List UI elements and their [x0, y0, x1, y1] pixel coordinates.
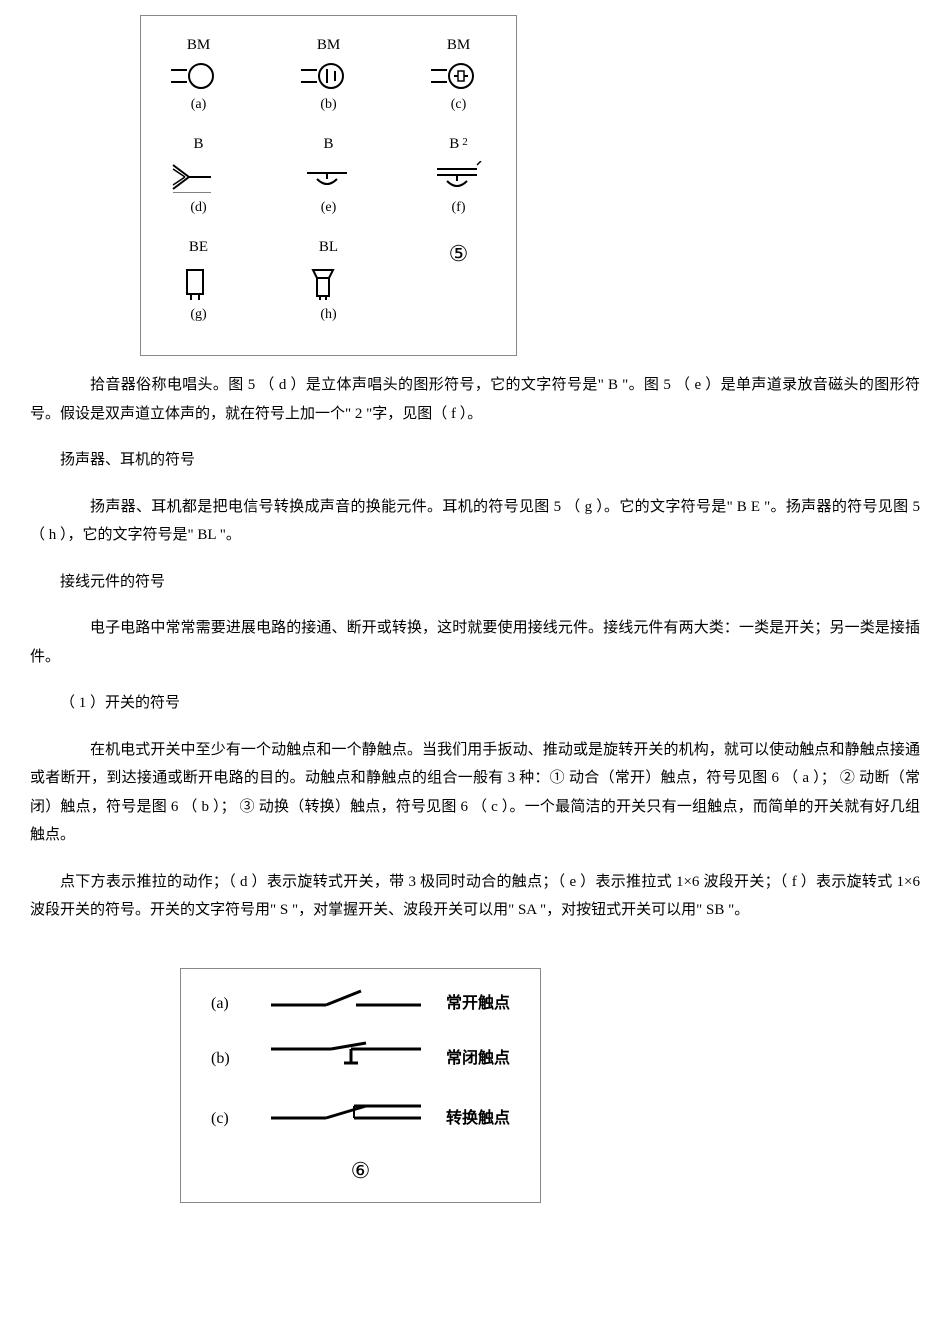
figure-6-number-wrap: ⑥ [211, 1150, 510, 1192]
co-contact-icon [266, 1098, 426, 1130]
symbol-label: (f) [452, 195, 466, 222]
contact-row-c: (c) 转换触点 [211, 1098, 510, 1141]
pickup-symbol-d-icon [169, 161, 229, 193]
figure-6-number: ⑥ [351, 1158, 371, 1183]
contact-label: (b) [211, 1044, 246, 1074]
section-speaker-earphone: 扬声器、耳机的符号 [30, 446, 920, 475]
contact-label-right: 常闭触点 [446, 1044, 510, 1074]
paragraph-wiring: 电子电路中常常需要进展电路的接通、断开或转换，这时就要使用接线元件。接线元件有两… [30, 614, 920, 671]
paragraph-speaker: 扬声器、耳机都是把电信号转换成声音的换能元件。耳机的符号见图 5 （ g ）。它… [30, 493, 920, 550]
symbol-b-e: B (e) [291, 130, 366, 221]
contact-label-right: 常开触点 [446, 989, 510, 1019]
nc-contact-icon [266, 1039, 426, 1069]
symbol-label: (g) [190, 302, 206, 329]
figure-6-container: (a) 常开触点 (b) 常闭触点 (c) [180, 968, 541, 1203]
symbol-bm-c: BM (c) [421, 31, 496, 118]
symbol-label: BE [189, 233, 208, 262]
contact-row-b: (b) 常闭触点 [211, 1039, 510, 1080]
symbol-label: B [449, 130, 459, 159]
paragraph-switch-1: 在机电式开关中至少有一个动触点和一个静触点。当我们用手扳动、推动或是旋转开关的机… [30, 736, 920, 850]
symbol-label: (e) [321, 195, 337, 222]
microphone-symbol-c-icon [429, 62, 489, 90]
symbol-label: B [323, 130, 333, 159]
symbol-bl-h: BL (h) [291, 233, 366, 328]
symbol-b-d: B (d) [161, 130, 236, 221]
section-wiring: 接线元件的符号 [30, 568, 920, 597]
figure-5-row-1: BM (a) BM (b) BM [161, 31, 496, 118]
contact-label: (a) [211, 989, 246, 1019]
no-contact-icon [266, 987, 426, 1011]
symbol-bm-b: BM (b) [291, 31, 366, 118]
symbol-label: BM [187, 31, 210, 60]
contact-row-a: (a) 常开触点 [211, 987, 510, 1022]
paragraph-switch-2: 点下方表示推拉的动作；（ d ）表示旋转式开关，带 3 极同时动合的触点；（ e… [30, 868, 920, 925]
symbol-label: BM [317, 31, 340, 60]
symbol-label: (d) [190, 195, 206, 222]
symbol-label: (c) [451, 92, 467, 119]
symbol-bm-a: BM (a) [161, 31, 236, 118]
symbol-label-extra: 2 [462, 132, 468, 153]
figure-5-container: BM (a) BM (b) BM [140, 15, 517, 356]
head-symbol-f-icon [429, 161, 489, 193]
symbol-label: B [193, 130, 203, 159]
microphone-symbol-a-icon [169, 62, 229, 90]
contact-label-right: 转换触点 [446, 1104, 510, 1134]
speaker-symbol-h-icon [299, 264, 359, 300]
earphone-symbol-g-icon [169, 264, 229, 300]
microphone-symbol-b-icon [299, 62, 359, 90]
figure-5-row-3: BE (g) BL (h) ⑤ [161, 233, 496, 328]
figure-5-number-cell: ⑤ [421, 233, 496, 275]
symbol-label: (a) [191, 92, 207, 119]
head-symbol-e-icon [299, 161, 359, 193]
paragraph-pickup: 拾音器俗称电唱头。图 5 （ d ）是立体声唱头的图形符号，它的文字符号是" B… [30, 371, 920, 428]
contact-label: (c) [211, 1104, 246, 1134]
section-switch: （ 1 ）开关的符号 [30, 689, 920, 718]
symbol-label: BM [447, 31, 470, 60]
symbol-b-f: B 2 (f) [421, 130, 496, 221]
symbol-label: (b) [320, 92, 336, 119]
figure-5-row-2: B (d) B (e) B 2 [161, 130, 496, 221]
symbol-be-g: BE (g) [161, 233, 236, 328]
figure-5-number: ⑤ [449, 233, 469, 275]
symbol-label: BL [319, 233, 338, 262]
symbol-label: (h) [320, 302, 336, 329]
